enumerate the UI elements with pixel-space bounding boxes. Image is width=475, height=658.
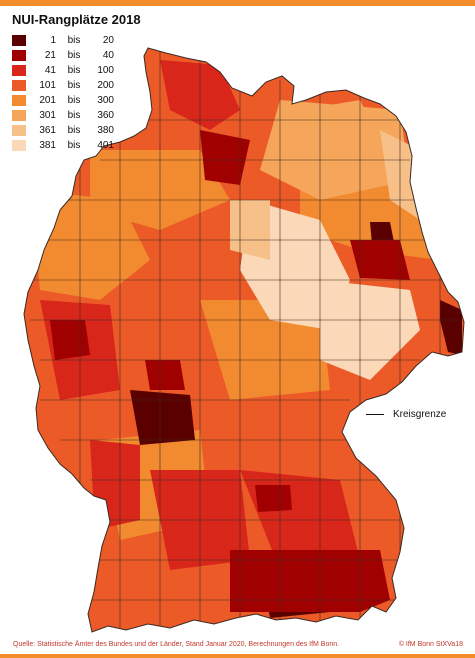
region-munich-ring [230,550,390,612]
legend-from: 201 [39,95,56,106]
copyright-note: © IfM Bonn StXVa18 [398,641,463,648]
top-accent-bar [0,0,475,6]
district-boundaries [30,50,460,630]
boundary-legend-label: Kreisgrenze [393,409,447,420]
legend-to: 40 [102,50,114,61]
legend-row: 381 bis 401 [12,138,114,153]
legend-to: 380 [97,125,114,136]
legend-from: 301 [39,110,56,121]
legend-bis: bis [67,65,81,76]
legend-bis: bis [67,140,81,151]
region-central-lightest [320,280,420,380]
legend-row: 21 bis 40 [12,48,114,63]
legend-swatch [12,35,26,46]
region-center-orange [200,300,330,400]
region-ruhr-dark [50,320,90,360]
legend-swatch [12,110,26,121]
region-rhine-red [90,440,140,530]
legend-row: 201 bis 300 [12,93,114,108]
region-nuremberg [255,485,292,512]
legend-row: 101 bis 200 [12,78,114,93]
legend-bis: bis [67,95,81,106]
rank-legend: 1 bis 20 21 bis 40 41 bis 100 101 bis 20… [12,33,114,153]
legend-to: 360 [97,110,114,121]
legend-swatch [12,95,26,106]
region-lightest-3 [230,200,270,260]
region-eastend-dark [440,300,462,355]
legend-swatch [12,80,26,91]
region-frankfurt-dark [130,390,195,445]
boundary-legend: Kreisgrenze [366,409,446,420]
legend-from: 1 [50,35,56,46]
legend-row: 1 bis 20 [12,33,114,48]
boundary-line-icon [366,414,384,415]
legend-to: 100 [97,65,114,76]
bottom-accent-bar [0,654,475,658]
region-berlin-dark [370,222,394,244]
region-frankfurt-red [145,360,185,390]
legend-bis: bis [67,125,81,136]
legend-bis: bis [67,110,81,121]
legend-bis: bis [67,50,81,61]
legend-swatch [12,140,26,151]
legend-swatch [12,50,26,61]
legend-to: 401 [97,140,114,151]
legend-from: 41 [44,65,56,76]
legend-row: 41 bis 100 [12,63,114,78]
legend-row: 301 bis 360 [12,108,114,123]
legend-from: 361 [39,125,56,136]
legend-row: 361 bis 380 [12,123,114,138]
region-hamburg-dark [200,130,250,185]
legend-from: 101 [39,80,56,91]
legend-from: 381 [39,140,56,151]
legend-swatch [12,65,26,76]
source-note: Quelle: Statistische Ämter des Bundes un… [13,641,340,648]
map-title: NUI-Rangplätze 2018 [12,12,141,27]
legend-to: 200 [97,80,114,91]
legend-bis: bis [67,35,81,46]
region-berlin-ring [350,240,410,280]
legend-from: 21 [44,50,56,61]
legend-to: 300 [97,95,114,106]
legend-to: 20 [102,35,114,46]
legend-bis: bis [67,80,81,91]
legend-swatch [12,125,26,136]
